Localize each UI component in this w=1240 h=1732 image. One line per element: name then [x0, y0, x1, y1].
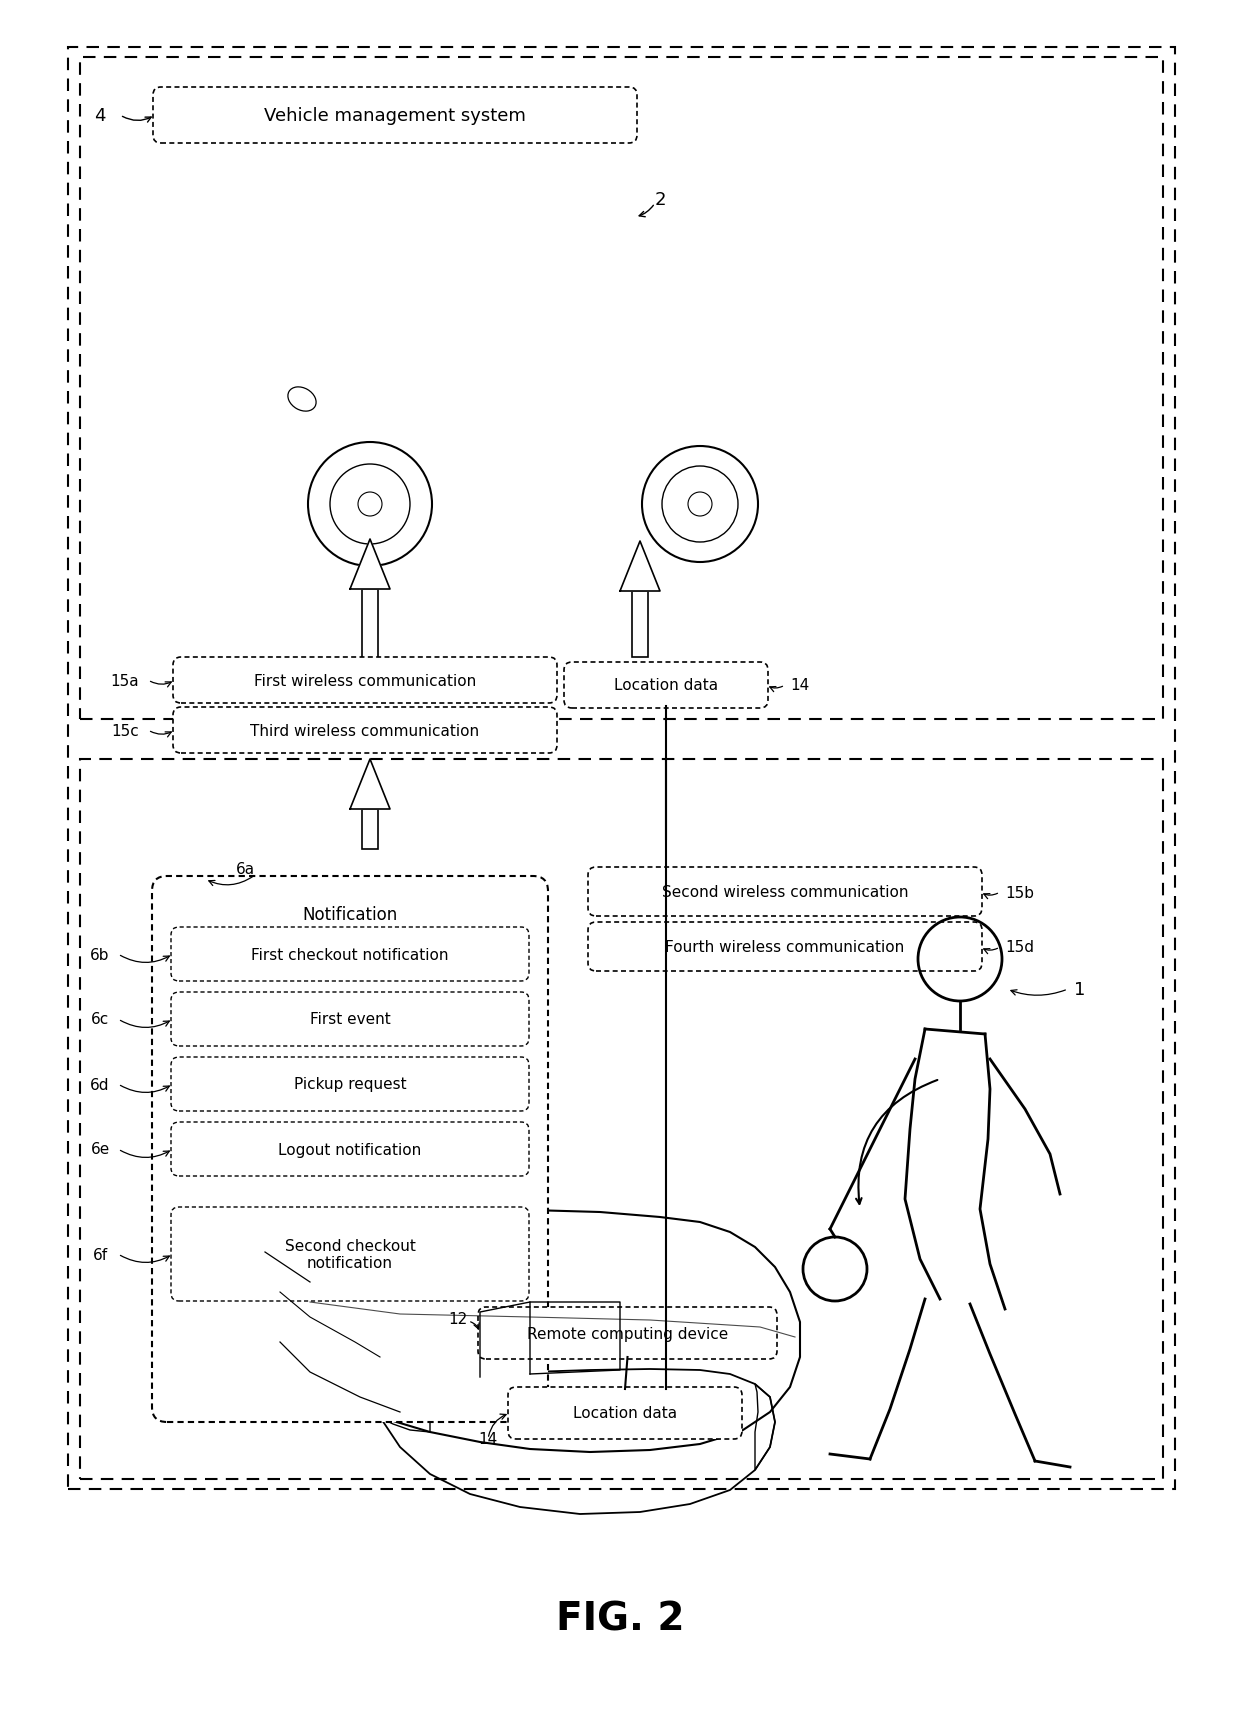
Bar — [81, 760, 1163, 1479]
Text: 6d: 6d — [91, 1077, 110, 1091]
Text: Second checkout
notification: Second checkout notification — [284, 1238, 415, 1271]
Text: 6f: 6f — [93, 1247, 108, 1263]
FancyBboxPatch shape — [588, 868, 982, 916]
Text: 15b: 15b — [1004, 885, 1034, 901]
FancyBboxPatch shape — [477, 1308, 777, 1360]
FancyBboxPatch shape — [171, 1207, 529, 1301]
Bar — [81, 57, 1163, 719]
Text: Third wireless communication: Third wireless communication — [250, 722, 480, 738]
Text: 15d: 15d — [1004, 940, 1034, 954]
Bar — [362, 809, 378, 849]
Text: 4: 4 — [94, 107, 105, 125]
FancyBboxPatch shape — [171, 992, 529, 1046]
Text: Pickup request: Pickup request — [294, 1077, 407, 1091]
FancyBboxPatch shape — [153, 88, 637, 144]
Text: Notification: Notification — [303, 906, 398, 923]
Text: Fourth wireless communication: Fourth wireless communication — [666, 939, 905, 954]
Text: 14: 14 — [790, 679, 810, 693]
Text: 6e: 6e — [91, 1141, 109, 1157]
Text: FIG. 2: FIG. 2 — [556, 1600, 684, 1638]
Text: Location data: Location data — [573, 1406, 677, 1420]
Text: 14: 14 — [477, 1432, 497, 1446]
Text: First wireless communication: First wireless communication — [254, 674, 476, 688]
FancyBboxPatch shape — [588, 923, 982, 972]
Text: 15c: 15c — [112, 722, 139, 738]
Text: Location data: Location data — [614, 679, 718, 693]
FancyBboxPatch shape — [171, 1122, 529, 1176]
Text: First checkout notification: First checkout notification — [252, 947, 449, 961]
FancyBboxPatch shape — [174, 708, 557, 753]
FancyBboxPatch shape — [564, 663, 768, 708]
Text: Logout notification: Logout notification — [278, 1141, 422, 1157]
Text: First event: First event — [310, 1011, 391, 1027]
Polygon shape — [350, 540, 391, 589]
Text: Remote computing device: Remote computing device — [527, 1325, 728, 1341]
Bar — [68, 48, 1176, 1490]
Text: 15a: 15a — [110, 674, 139, 688]
Text: Second wireless communication: Second wireless communication — [662, 885, 908, 899]
Text: 6a: 6a — [236, 863, 254, 876]
Text: 6c: 6c — [91, 1011, 109, 1027]
FancyBboxPatch shape — [171, 927, 529, 982]
Text: 2: 2 — [655, 191, 666, 210]
Polygon shape — [350, 760, 391, 809]
FancyBboxPatch shape — [174, 658, 557, 703]
Text: 1: 1 — [1074, 980, 1086, 998]
FancyBboxPatch shape — [508, 1387, 742, 1439]
Bar — [632, 592, 649, 658]
Polygon shape — [620, 542, 660, 592]
Text: 12: 12 — [449, 1311, 467, 1327]
Bar — [362, 589, 378, 660]
FancyBboxPatch shape — [153, 876, 548, 1422]
Text: 6b: 6b — [91, 947, 110, 961]
FancyBboxPatch shape — [171, 1058, 529, 1112]
Text: Vehicle management system: Vehicle management system — [264, 107, 526, 125]
